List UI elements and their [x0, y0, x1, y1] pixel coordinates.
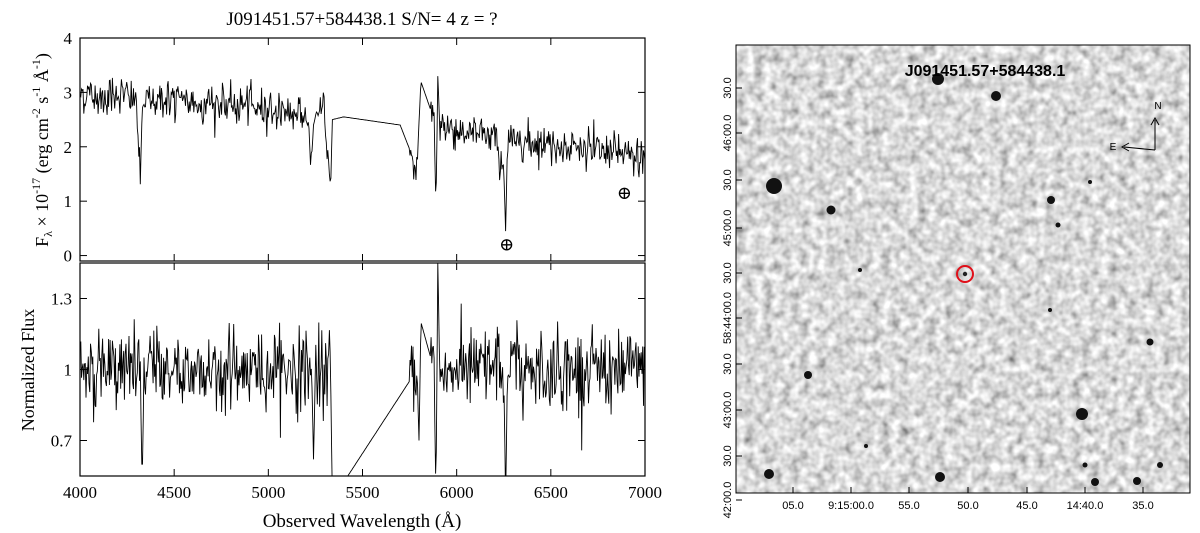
dec-tick-label: 45:00.0	[722, 210, 734, 247]
normalized-y-tick-label: 1.3	[51, 290, 72, 309]
x-tick-label: 6000	[440, 483, 474, 502]
telluric-marker: ⊕	[499, 235, 514, 255]
wavelength-x-ticks: 4000 4500 5000 5500 6000 6500 7000	[63, 38, 662, 502]
finder-frame	[735, 44, 1191, 494]
flux-y-tick-label: 3	[64, 83, 73, 102]
ra-tick-label: 50.0	[957, 500, 978, 512]
dec-tick-label: 30.0	[722, 77, 734, 98]
target-marker-circle	[956, 265, 974, 283]
ra-tick-label: 05.0	[782, 500, 803, 512]
field-star	[1048, 308, 1052, 312]
flux-ylabel-exp: -17	[29, 178, 43, 194]
field-star	[1146, 338, 1154, 346]
dec-tick-label: 30.0	[722, 262, 734, 283]
dec-tick-label: 58:44:00.0	[722, 292, 734, 344]
field-star	[991, 91, 1001, 101]
finder-chart: J091451.57+584438.1 N E 05.0 9:15:00.0 55.…	[722, 44, 1191, 518]
ra-tick-labels: 05.0 9:15:00.0 55.0 50.0 45.0 14:40.0 35.0	[782, 487, 1154, 512]
flux-ylabel-close: )	[32, 53, 53, 59]
normalized-y-ticks: 0.7 1 1.3	[51, 290, 645, 451]
field-star	[826, 205, 836, 215]
flux-ylabel-units-exp2: -1	[29, 87, 43, 97]
telluric-marker: ⊕	[617, 183, 632, 203]
field-star	[1047, 196, 1055, 204]
flux-y-tick-label: 0	[64, 247, 73, 266]
field-star	[1133, 477, 1141, 485]
flux-spectrum-line	[80, 76, 645, 232]
field-star	[1082, 462, 1088, 468]
dec-tick-label: 30.0	[722, 353, 734, 374]
field-star	[1088, 180, 1092, 184]
x-tick-label: 6500	[534, 483, 568, 502]
field-star	[1157, 462, 1163, 468]
ra-tick-label: 14:40.0	[1067, 500, 1104, 512]
compass: N E	[1110, 101, 1162, 153]
dec-tick-labels: 30.0 46:00.0 30.0 45:00.0 30.0 58:44:00.0 30.0…	[722, 77, 742, 518]
ra-tick-label: 9:15:00.0	[828, 500, 874, 512]
normalized-spectrum-line	[80, 263, 645, 476]
flux-panel-frame	[79, 37, 646, 262]
flux-ylabel-rest: × 10	[32, 194, 52, 231]
flux-y-tick-label: 1	[64, 192, 73, 211]
field-star	[864, 444, 868, 448]
ra-tick-label: 45.0	[1016, 500, 1037, 512]
normalized-y-tick-label: 1	[64, 361, 73, 380]
x-tick-label: 5000	[251, 483, 285, 502]
field-star	[764, 469, 774, 479]
field-stars	[764, 73, 1163, 486]
flux-y-tick-label: 2	[64, 138, 73, 157]
compass-north-label: N	[1154, 101, 1161, 112]
dec-tick-label: 43:00.0	[722, 392, 734, 429]
flux-ylabel-units-A: Å	[32, 69, 52, 87]
x-tick-label: 4500	[157, 483, 191, 502]
field-star	[1091, 478, 1099, 486]
flux-ylabel-main: F	[32, 237, 52, 247]
flux-ylabel-sub: λ	[41, 231, 55, 237]
flux-y-ticks: 0 1 2 3 4	[64, 29, 645, 266]
x-tick-label: 4000	[63, 483, 97, 502]
field-star	[766, 178, 782, 194]
telluric-markers: ⊕⊕	[499, 183, 632, 255]
field-star	[932, 73, 944, 85]
field-star	[935, 472, 945, 482]
flux-y-label: Fλ × 10-17 (erg cm-2 s-1 Å-1)	[29, 53, 55, 247]
flux-ylabel-units-exp3: -1	[29, 59, 43, 69]
ra-tick-label: 55.0	[898, 500, 919, 512]
field-star	[1055, 222, 1061, 228]
flux-ylabel-units-exp1: -2	[29, 108, 43, 118]
x-tick-label: 5500	[346, 483, 380, 502]
dec-tick-label: 30.0	[722, 169, 734, 190]
chart-title: J091451.57+584438.1 S/N= 4 z = ?	[226, 9, 497, 30]
normalized-y-label: Normalized Flux	[18, 309, 38, 431]
field-star	[804, 371, 812, 379]
dec-tick-label: 46:00.0	[722, 115, 734, 152]
dec-tick-label: 42:00.0	[722, 482, 734, 519]
x-axis-label: Observed Wavelength (Å)	[263, 511, 462, 532]
flux-y-tick-label: 4	[64, 29, 73, 48]
flux-ylabel-units: (erg cm	[32, 118, 53, 178]
ra-tick-label: 35.0	[1132, 500, 1153, 512]
normalized-y-tick-label: 0.7	[51, 432, 73, 451]
dec-tick-label: 30.0	[722, 445, 734, 466]
x-tick-label: 7000	[628, 483, 662, 502]
target-source	[962, 271, 968, 277]
field-star	[1076, 408, 1088, 420]
finder-object-label: J091451.57+584438.1	[905, 63, 1066, 80]
compass-east-label: E	[1110, 142, 1117, 153]
flux-ylabel-units-s: s	[32, 97, 52, 109]
field-star	[858, 268, 862, 272]
